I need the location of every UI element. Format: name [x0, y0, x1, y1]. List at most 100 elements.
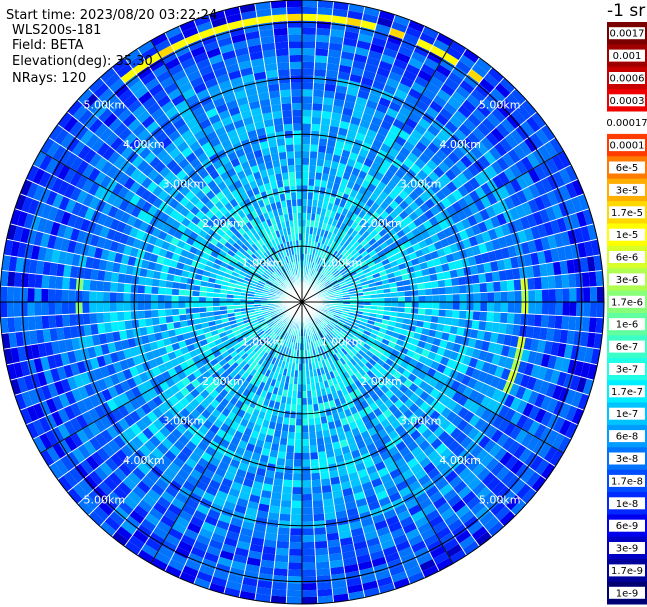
ppi-cell	[109, 511, 125, 526]
ppi-cell	[423, 462, 436, 475]
ppi-cell	[275, 336, 282, 344]
ppi-cell	[222, 339, 231, 347]
ppi-cell	[226, 305, 234, 310]
ppi-cell	[486, 476, 501, 492]
ppi-cell	[122, 495, 138, 510]
ppi-cell	[323, 401, 331, 410]
ppi-cell	[152, 395, 164, 407]
ppi-cell	[283, 472, 293, 481]
ppi-cell	[443, 348, 453, 359]
ppi-cell	[279, 314, 286, 320]
ppi-cell	[269, 340, 276, 349]
ppi-cell	[257, 503, 270, 513]
ppi-cell	[481, 471, 496, 487]
ppi-cell	[316, 158, 325, 167]
ppi-cell	[363, 587, 381, 598]
ppi-cell	[75, 414, 88, 429]
ppi-cell	[440, 83, 456, 97]
ppi-cell	[460, 435, 473, 449]
ppi-cell	[324, 358, 330, 367]
ppi-cell	[302, 521, 314, 529]
ppi-cell	[359, 277, 368, 283]
ppi-cell	[124, 427, 137, 441]
ppi-cell	[325, 146, 335, 155]
ppi-cell	[34, 274, 43, 289]
ppi-cell	[418, 308, 426, 315]
ppi-cell	[88, 407, 100, 423]
ppi-cell	[340, 284, 348, 290]
ppi-cell	[388, 71, 403, 83]
ppi-cell	[331, 329, 338, 336]
ppi-cell	[314, 271, 320, 279]
ppi-cell	[147, 387, 159, 400]
ppi-cell	[468, 357, 479, 369]
ppi-cell	[418, 289, 426, 296]
ppi-cell	[402, 70, 418, 82]
ppi-cell	[58, 393, 70, 409]
ppi-cell	[176, 334, 185, 343]
ppi-cell	[315, 281, 322, 288]
ppi-cell	[346, 316, 355, 322]
ppi-cell	[348, 123, 360, 133]
ppi-cell	[248, 494, 261, 504]
ppi-cell	[340, 114, 352, 123]
ppi-cell	[267, 512, 280, 521]
ppi-cell	[192, 296, 200, 302]
ppi-cell	[327, 421, 336, 430]
ppi-cell	[377, 302, 385, 307]
ppi-cell	[432, 257, 442, 267]
ppi-cell	[75, 290, 83, 302]
ppi-cell	[168, 444, 182, 457]
ppi-cell	[311, 123, 321, 132]
ppi-cell	[58, 439, 72, 456]
ppi-cell	[219, 438, 231, 449]
ppi-cell	[467, 377, 478, 390]
ppi-cell	[505, 93, 522, 110]
ppi-cell	[116, 282, 125, 293]
ppi-cell	[363, 135, 375, 146]
ppi-cell	[249, 314, 257, 319]
ppi-cell	[350, 374, 359, 383]
ppi-cell	[343, 494, 356, 504]
ppi-cell	[539, 161, 553, 178]
ppi-cell	[105, 332, 114, 344]
ppi-cell	[558, 168, 572, 185]
ppi-cell	[426, 539, 443, 553]
ppi-cell	[328, 42, 343, 52]
ppi-cell	[337, 467, 349, 477]
ppi-cell	[366, 323, 374, 330]
ppi-cell	[225, 530, 240, 541]
ppi-cell	[379, 354, 389, 363]
ppi-cell	[51, 426, 65, 443]
ppi-cell	[534, 238, 544, 253]
ppi-cell	[439, 107, 454, 121]
ppi-cell	[425, 485, 440, 498]
ppi-cell	[329, 428, 338, 437]
ppi-cell	[399, 446, 411, 458]
ppi-cell	[302, 199, 308, 206]
ppi-cell	[159, 515, 175, 528]
ppi-cell	[457, 197, 469, 210]
ppi-cell	[366, 129, 378, 139]
ppi-cell	[98, 333, 108, 345]
ppi-cell	[532, 264, 541, 278]
ppi-cell	[351, 484, 364, 495]
ppi-cell	[462, 205, 474, 218]
ppi-cell	[97, 269, 106, 282]
ppi-cell	[474, 199, 486, 212]
ppi-cell	[20, 302, 28, 317]
ppi-cell	[129, 398, 141, 411]
ppi-cell	[433, 240, 443, 251]
ppi-cell	[506, 474, 521, 491]
ppi-cell	[302, 109, 313, 117]
ppi-cell	[161, 437, 174, 450]
ppi-cell	[50, 367, 61, 383]
ppi-cell	[363, 253, 372, 261]
ppi-cell	[288, 327, 293, 334]
ppi-cell	[369, 332, 378, 340]
ppi-cell	[516, 175, 529, 190]
ppi-cell	[200, 379, 211, 390]
ppi-cell	[546, 413, 560, 430]
ppi-cell	[406, 135, 419, 147]
ppi-cell	[112, 331, 121, 342]
